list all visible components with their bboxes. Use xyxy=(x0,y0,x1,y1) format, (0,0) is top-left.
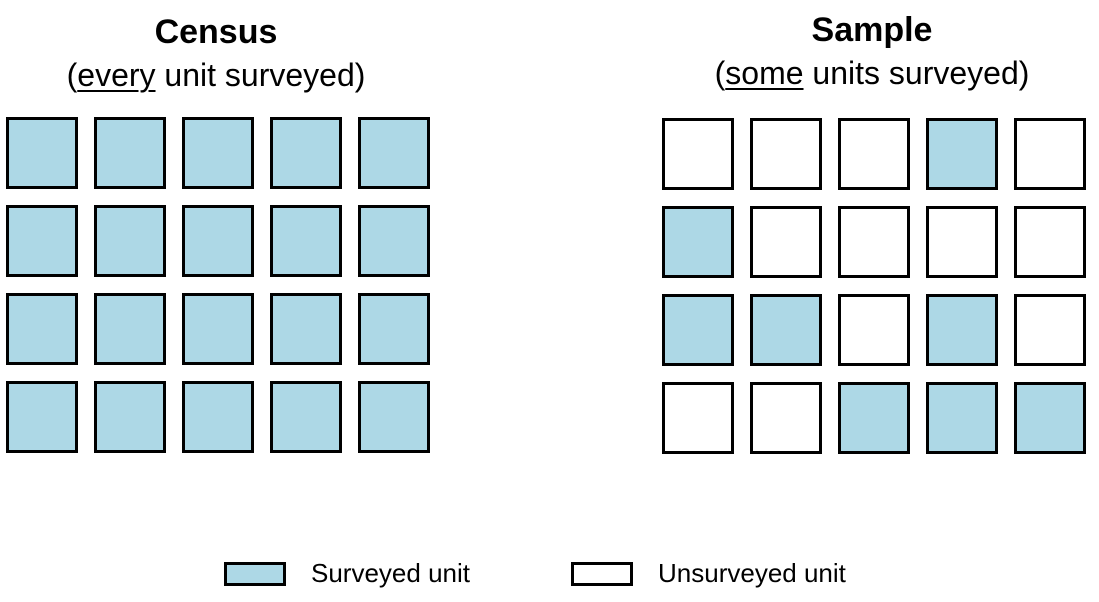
unsurveyed-unit xyxy=(1014,294,1086,366)
surveyed-unit xyxy=(838,382,910,454)
unsurveyed-unit xyxy=(750,206,822,278)
census-subtitle: (every unit surveyed) xyxy=(6,56,426,94)
surveyed-unit xyxy=(358,117,430,189)
surveyed-unit xyxy=(926,294,998,366)
legend-unsurveyed-swatch xyxy=(571,562,633,586)
surveyed-unit xyxy=(662,294,734,366)
surveyed-unit xyxy=(6,293,78,365)
surveyed-unit xyxy=(94,117,166,189)
surveyed-unit xyxy=(182,117,254,189)
unsurveyed-unit xyxy=(662,382,734,454)
surveyed-unit xyxy=(662,206,734,278)
sample-subtitle-emphasis: some xyxy=(725,55,804,91)
census-subtitle-emphasis: every xyxy=(77,57,156,93)
surveyed-unit xyxy=(182,205,254,277)
unsurveyed-unit xyxy=(750,118,822,190)
surveyed-unit xyxy=(750,294,822,366)
unsurveyed-unit xyxy=(838,118,910,190)
surveyed-unit xyxy=(270,381,342,453)
surveyed-unit xyxy=(94,381,166,453)
unsurveyed-unit xyxy=(838,294,910,366)
unsurveyed-unit xyxy=(1014,206,1086,278)
surveyed-unit xyxy=(926,382,998,454)
surveyed-unit xyxy=(1014,382,1086,454)
unsurveyed-unit xyxy=(838,206,910,278)
surveyed-unit xyxy=(270,293,342,365)
legend-surveyed-swatch xyxy=(224,562,286,586)
unsurveyed-unit xyxy=(1014,118,1086,190)
legend-surveyed-label: Surveyed unit xyxy=(311,558,470,588)
surveyed-unit xyxy=(182,381,254,453)
sample-title: Sample xyxy=(811,11,933,49)
surveyed-unit xyxy=(182,293,254,365)
census-title: Census xyxy=(154,13,278,51)
legend-unsurveyed-label: Unsurveyed unit xyxy=(658,558,846,588)
surveyed-unit xyxy=(94,205,166,277)
surveyed-unit xyxy=(6,205,78,277)
census-subtitle-rest: unit surveyed) xyxy=(155,57,366,93)
sample-subtitle-rest: units surveyed) xyxy=(803,55,1030,91)
surveyed-unit xyxy=(270,205,342,277)
unsurveyed-unit xyxy=(750,382,822,454)
surveyed-unit xyxy=(358,293,430,365)
surveyed-unit xyxy=(926,118,998,190)
unsurveyed-unit xyxy=(926,206,998,278)
surveyed-unit xyxy=(358,205,430,277)
surveyed-unit xyxy=(358,381,430,453)
unsurveyed-unit xyxy=(662,118,734,190)
sample-grid xyxy=(662,118,1086,454)
surveyed-unit xyxy=(6,117,78,189)
census-subtitle-open: ( xyxy=(66,57,78,93)
sample-subtitle: (some units surveyed) xyxy=(662,54,1082,92)
surveyed-unit xyxy=(6,381,78,453)
surveyed-unit xyxy=(270,117,342,189)
surveyed-unit xyxy=(94,293,166,365)
census-grid xyxy=(6,117,430,453)
sample-subtitle-open: ( xyxy=(714,55,726,91)
